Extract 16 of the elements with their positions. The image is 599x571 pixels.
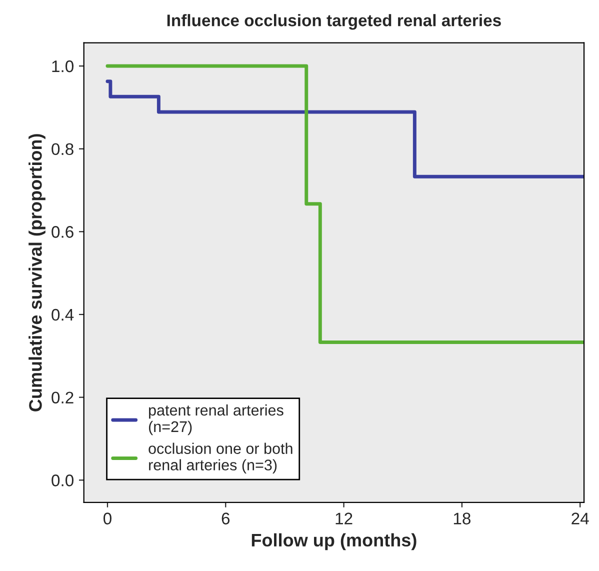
legend-label: occlusion one or both renal arteries (n=3) (148, 442, 292, 474)
legend-label: patent renal arteries (n=27) (148, 404, 284, 436)
x-tick-label: 0 (104, 512, 112, 524)
x-tick-label: 18 (454, 512, 470, 524)
y-tick-label: 0.2 (52, 392, 74, 404)
y-tick-label: 0.6 (52, 226, 74, 238)
x-tick-label: 12 (336, 512, 352, 524)
y-tick-label: 1.0 (52, 60, 74, 72)
y-axis-title: Cumulative survival (proportion) (28, 134, 46, 412)
x-tick-label: 6 (222, 512, 230, 524)
y-tick-label: 0.8 (52, 143, 74, 156)
x-axis-title: Follow up (months) (252, 533, 416, 550)
y-tick-label: 0.4 (52, 308, 74, 321)
y-tick-label: 0.0 (52, 474, 74, 486)
chart-title: Influence occlusion targeted renal arteries (167, 14, 501, 30)
x-tick-label: 24 (572, 512, 589, 524)
